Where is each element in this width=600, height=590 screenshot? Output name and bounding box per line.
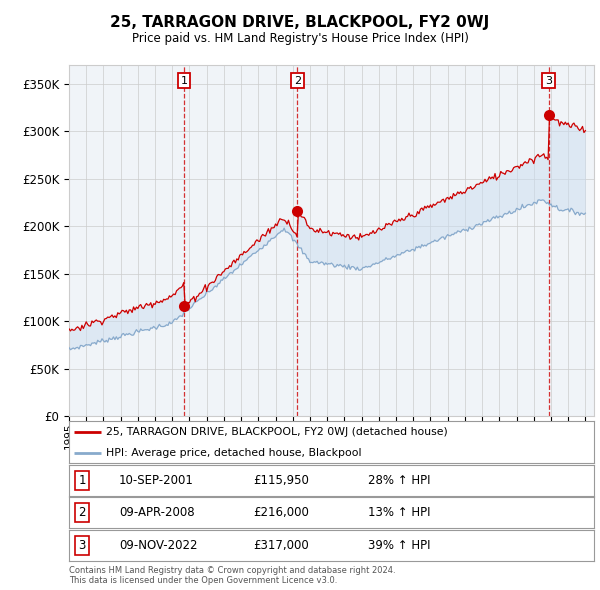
Text: Contains HM Land Registry data © Crown copyright and database right 2024.
This d: Contains HM Land Registry data © Crown c… (69, 566, 395, 585)
Text: Price paid vs. HM Land Registry's House Price Index (HPI): Price paid vs. HM Land Registry's House … (131, 32, 469, 45)
Text: 25, TARRAGON DRIVE, BLACKPOOL, FY2 0WJ (detached house): 25, TARRAGON DRIVE, BLACKPOOL, FY2 0WJ (… (106, 427, 448, 437)
Text: 28% ↑ HPI: 28% ↑ HPI (368, 474, 431, 487)
Text: 1: 1 (79, 474, 86, 487)
Text: 2: 2 (294, 76, 301, 86)
Text: £317,000: £317,000 (253, 539, 308, 552)
Text: 10-SEP-2001: 10-SEP-2001 (119, 474, 194, 487)
Text: 2: 2 (79, 506, 86, 519)
Text: £115,950: £115,950 (253, 474, 308, 487)
Text: 1: 1 (181, 76, 188, 86)
Text: 3: 3 (545, 76, 552, 86)
Text: 09-APR-2008: 09-APR-2008 (119, 506, 194, 519)
Text: 3: 3 (79, 539, 86, 552)
Text: HPI: Average price, detached house, Blackpool: HPI: Average price, detached house, Blac… (106, 448, 361, 458)
Text: £216,000: £216,000 (253, 506, 308, 519)
Text: 09-NOV-2022: 09-NOV-2022 (119, 539, 197, 552)
Text: 13% ↑ HPI: 13% ↑ HPI (368, 506, 431, 519)
Text: 25, TARRAGON DRIVE, BLACKPOOL, FY2 0WJ: 25, TARRAGON DRIVE, BLACKPOOL, FY2 0WJ (110, 15, 490, 30)
Text: 39% ↑ HPI: 39% ↑ HPI (368, 539, 431, 552)
